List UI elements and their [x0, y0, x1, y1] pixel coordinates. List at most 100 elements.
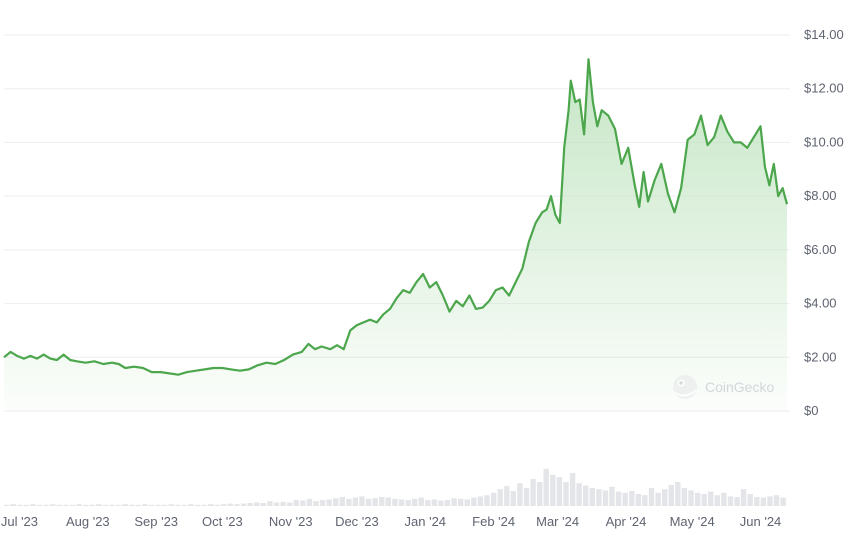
volume-bar [701, 494, 707, 506]
volume-bar [609, 486, 615, 506]
x-tick-label: Mar '24 [536, 514, 579, 529]
volume-bar [681, 488, 688, 506]
volume-bar [747, 494, 753, 506]
volume-bar [168, 504, 174, 506]
volume-bar [109, 504, 115, 506]
volume-bar [214, 504, 220, 506]
volume-bar [398, 499, 405, 506]
y-tick-label: $0 [804, 403, 818, 418]
volume-bar [326, 499, 332, 506]
volume-bar [155, 504, 161, 506]
x-tick-label: Jun '24 [740, 514, 782, 529]
volume-bar [76, 504, 82, 506]
volume-bar [694, 492, 701, 506]
x-tick-label: May '24 [670, 514, 715, 529]
x-tick-label: Oct '23 [202, 514, 243, 529]
volume-bar [602, 490, 609, 506]
x-tick-label: Dec '23 [335, 514, 379, 529]
volume-bar [589, 488, 595, 506]
volume-bar [438, 500, 444, 506]
volume-bar [359, 496, 365, 506]
volume-bar [464, 499, 470, 506]
volume-bar [135, 504, 141, 506]
volume-bar [477, 496, 484, 506]
volume-bar [23, 504, 30, 506]
volume-bar [63, 504, 69, 506]
volume-bar [740, 489, 747, 506]
volume-bar [142, 504, 148, 506]
volume-bar [523, 488, 530, 506]
volume-bar [688, 490, 694, 506]
volume-bar [201, 504, 207, 506]
volume-bar [622, 492, 628, 506]
volume-bar [642, 495, 648, 506]
volume-bar [471, 497, 477, 506]
volume-bar [385, 497, 391, 506]
volume-bar [319, 500, 326, 506]
volume-bar [234, 504, 240, 506]
volume-bar [89, 504, 95, 506]
volume-bar [240, 503, 247, 506]
volume-bar [780, 497, 786, 506]
volume-bar [129, 504, 135, 506]
volume-bar [293, 500, 299, 506]
x-tick-label: Jan '24 [405, 514, 447, 529]
volume-bar [760, 497, 767, 506]
volume-bar [247, 503, 253, 506]
volume-bar [490, 492, 497, 506]
volume-bar [254, 502, 260, 506]
volume-bar [655, 492, 661, 506]
volume-bar [451, 498, 457, 506]
y-tick-label: $4.00 [804, 296, 837, 311]
volume-bar [306, 498, 313, 506]
volume-bar [662, 489, 668, 506]
volume-bar [372, 498, 378, 506]
volume-bar [418, 497, 424, 506]
volume-bar [714, 495, 720, 506]
volume-bar [569, 473, 576, 506]
volume-bar [346, 498, 352, 506]
volume-bar [615, 491, 622, 506]
watermark-text: CoinGecko [705, 379, 774, 395]
volume-bar [148, 504, 155, 506]
volume-bar [504, 486, 510, 506]
volume-bar [721, 492, 727, 506]
volume-bar [583, 485, 589, 506]
price-area [4, 59, 787, 411]
volume-bar [379, 497, 385, 506]
volume-bar [425, 500, 431, 506]
volume-bar [708, 491, 714, 506]
volume-bar [497, 489, 503, 506]
volume-bar [365, 498, 372, 506]
coingecko-watermark: CoinGecko [673, 375, 774, 399]
volume-bar [10, 504, 16, 506]
y-tick-label: $2.00 [804, 349, 837, 364]
volume-bar [635, 494, 642, 506]
volume-bar [405, 500, 411, 506]
volume-bar [530, 479, 536, 506]
y-tick-label: $6.00 [804, 242, 837, 257]
volume-bar [392, 498, 398, 506]
volume-bar [444, 500, 451, 506]
volume-bar [280, 501, 286, 506]
volume-bar [550, 474, 556, 506]
x-tick-label: Apr '24 [606, 514, 647, 529]
volume-bar [773, 495, 780, 506]
volume-bar [4, 504, 10, 506]
volume-bar [313, 501, 319, 506]
y-tick-label: $12.00 [804, 81, 844, 96]
volume-bar [431, 499, 438, 506]
volume-bar [286, 502, 293, 506]
volume-bar [56, 504, 62, 506]
volume-bar [648, 488, 655, 506]
volume-bar [221, 504, 227, 506]
volume-bar [484, 495, 490, 506]
volume-bar [50, 504, 56, 506]
volume-bars [4, 468, 786, 506]
volume-bar [563, 482, 569, 506]
volume-bar [576, 483, 582, 506]
volume-bar [543, 468, 549, 506]
x-tick-label: Sep '23 [134, 514, 178, 529]
volume-bar [333, 498, 339, 506]
x-axis-ticks: Jul '23 Aug '23 Sep '23 Oct '23 Nov '23 Dec '… [1, 514, 781, 529]
